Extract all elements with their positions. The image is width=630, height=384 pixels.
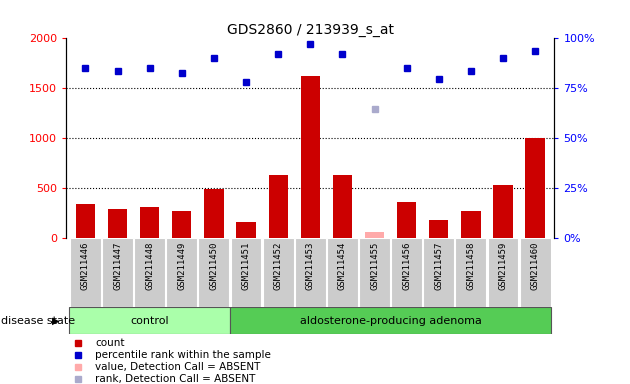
Bar [231, 238, 261, 307]
Text: value, Detection Call = ABSENT: value, Detection Call = ABSENT [96, 362, 261, 372]
Bar [76, 204, 95, 238]
Text: GSM211447: GSM211447 [113, 242, 122, 290]
Bar [493, 185, 513, 238]
Text: GSM211455: GSM211455 [370, 242, 379, 290]
Bar [236, 222, 256, 238]
Bar [140, 207, 159, 238]
Bar [70, 238, 101, 307]
Bar [172, 210, 192, 238]
Bar [263, 238, 294, 307]
Bar [525, 138, 545, 238]
Bar [295, 238, 326, 307]
Text: count: count [96, 338, 125, 348]
Bar [455, 238, 486, 307]
Text: GSM211453: GSM211453 [306, 242, 315, 290]
Text: GSM211458: GSM211458 [466, 242, 476, 290]
Text: GSM211460: GSM211460 [530, 242, 540, 290]
Bar [166, 238, 197, 307]
Bar [333, 175, 352, 238]
Text: control: control [130, 316, 169, 326]
Text: GSM211449: GSM211449 [177, 242, 186, 290]
Text: GSM211450: GSM211450 [209, 242, 219, 290]
Text: GSM211454: GSM211454 [338, 242, 347, 290]
Bar [327, 238, 358, 307]
Bar [102, 238, 133, 307]
Text: GSM211451: GSM211451 [241, 242, 251, 290]
Title: GDS2860 / 213939_s_at: GDS2860 / 213939_s_at [227, 23, 394, 37]
Bar [397, 202, 416, 238]
Text: ▶: ▶ [52, 316, 60, 326]
Bar [365, 232, 384, 238]
Bar [488, 238, 518, 307]
Bar [423, 238, 454, 307]
Text: GSM211446: GSM211446 [81, 242, 90, 290]
Bar [134, 238, 165, 307]
Bar [359, 238, 390, 307]
Bar [204, 189, 224, 238]
Text: GSM211448: GSM211448 [145, 242, 154, 290]
Text: rank, Detection Call = ABSENT: rank, Detection Call = ABSENT [96, 374, 256, 384]
Bar [230, 307, 551, 334]
Text: GSM211457: GSM211457 [434, 242, 444, 290]
Text: percentile rank within the sample: percentile rank within the sample [96, 350, 272, 360]
Bar [365, 232, 384, 238]
Bar [520, 238, 551, 307]
Bar [461, 210, 481, 238]
Text: GSM211456: GSM211456 [402, 242, 411, 290]
Bar [198, 238, 229, 307]
Bar [108, 209, 127, 238]
Bar [391, 238, 422, 307]
Bar [429, 220, 449, 238]
Bar [268, 175, 288, 238]
Text: GSM211452: GSM211452 [273, 242, 283, 290]
Text: GSM211459: GSM211459 [498, 242, 508, 290]
Text: aldosterone-producing adenoma: aldosterone-producing adenoma [300, 316, 481, 326]
Text: disease state: disease state [1, 316, 76, 326]
Bar [301, 76, 320, 238]
Bar [69, 307, 230, 334]
